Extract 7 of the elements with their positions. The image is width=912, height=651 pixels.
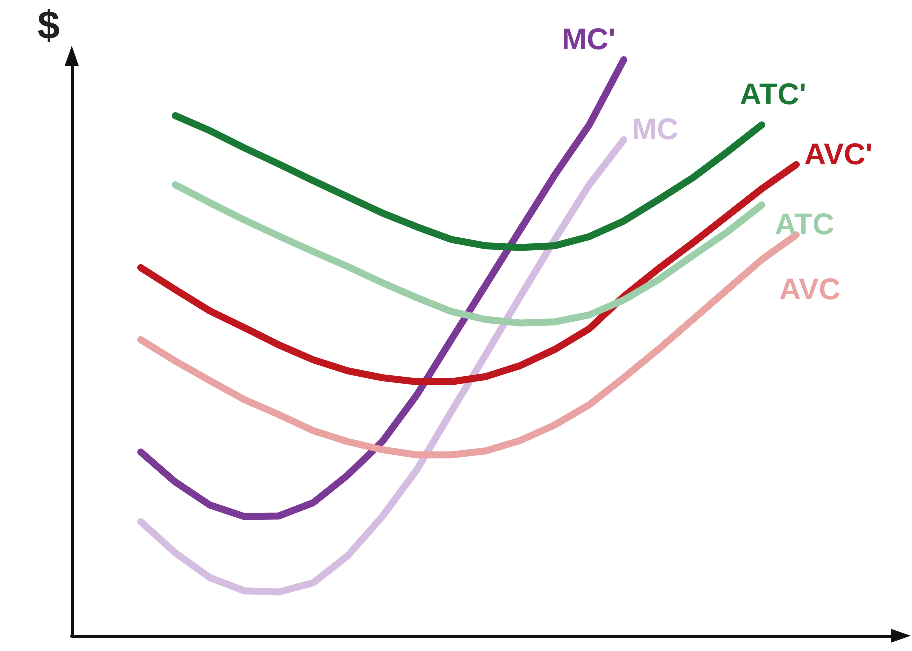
y-axis-title: $ [38,4,60,48]
series-label: ATC' [740,78,807,112]
series-label: MC' [562,24,616,56]
series-label: ATC [775,208,834,242]
series-label: MC [632,114,679,147]
series-label: AVC' [804,138,873,172]
series-label: AVC [780,274,841,307]
